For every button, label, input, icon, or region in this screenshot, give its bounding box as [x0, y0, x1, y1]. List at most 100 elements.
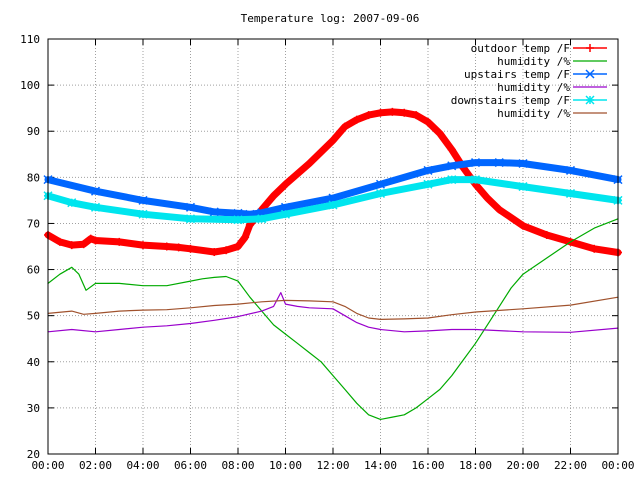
series-point-0: [388, 107, 397, 116]
series-point-2: [138, 195, 148, 205]
series-point-0: [542, 230, 551, 239]
series-point-0: [340, 122, 349, 131]
x-tick-label: 04:00: [126, 459, 159, 472]
series-point-0: [519, 221, 527, 230]
y-tick-label: 90: [27, 125, 40, 138]
series-point-4: [257, 214, 267, 224]
y-tick-label: 40: [27, 356, 40, 369]
series-point-2: [518, 158, 528, 169]
series-point-4: [565, 188, 576, 199]
series-point-2: [375, 179, 386, 189]
series-line-4: [44, 176, 622, 224]
series-point-4: [185, 214, 196, 224]
legend-label: downstairs temp /F: [451, 94, 570, 107]
series-point-0: [352, 115, 361, 124]
x-tick-label: 16:00: [411, 459, 444, 472]
x-tick-label: 00:00: [601, 459, 634, 472]
x-tick-label: 20:00: [506, 459, 539, 472]
x-tick-label: 08:00: [221, 459, 254, 472]
legend-marker: [585, 69, 595, 79]
series-line-5: [47, 296, 619, 320]
series-point-0: [269, 191, 278, 200]
series-line-1: [47, 218, 619, 420]
series-point-4: [67, 198, 77, 208]
series-point-0: [91, 236, 100, 245]
y-tick-label: 80: [27, 171, 40, 184]
series-point-0: [162, 242, 171, 251]
series-point-0: [590, 244, 599, 253]
series-point-4: [280, 209, 291, 219]
series-point-2: [280, 202, 291, 212]
series-point-2: [209, 207, 219, 217]
legend-label: humidity /%: [497, 55, 570, 68]
series-point-0: [376, 108, 385, 117]
series-point-0: [139, 241, 147, 250]
series-point-0: [67, 241, 76, 250]
series-point-0: [79, 240, 88, 249]
series-point-4: [90, 202, 101, 212]
series-point-0: [186, 244, 195, 253]
series-point-0: [364, 111, 373, 120]
series-point-0: [305, 159, 314, 168]
series-point-4: [470, 175, 481, 185]
series-point-0: [55, 237, 64, 246]
series-point-0: [495, 205, 504, 214]
plot-area-border: [47, 38, 619, 455]
series-point-2: [565, 165, 576, 175]
series-point-2: [328, 193, 338, 203]
series-point-0: [210, 248, 219, 257]
series-point-4: [518, 182, 528, 192]
series-group: [43, 107, 623, 420]
series-point-0: [86, 234, 95, 243]
series-line-0: [44, 108, 622, 256]
series-point-4: [447, 175, 457, 185]
series-point-0: [234, 242, 242, 251]
y-tick-label: 110: [20, 33, 40, 46]
series-point-0: [281, 180, 290, 189]
series-point-0: [329, 136, 337, 145]
x-tick-label: 14:00: [364, 459, 397, 472]
x-tick-label: 10:00: [269, 459, 302, 472]
series-point-4: [233, 215, 243, 225]
series-point-2: [185, 202, 196, 212]
legend-marker: [585, 95, 595, 105]
legend-label: humidity /%: [497, 81, 570, 94]
series-line-2: [44, 159, 622, 218]
series-point-2: [494, 158, 504, 168]
y-tick-label: 20: [27, 448, 40, 461]
x-tick-label: 02:00: [79, 459, 112, 472]
legend-label: humidity /%: [497, 107, 570, 120]
y-tick-label: 60: [27, 264, 40, 277]
x-tick-label: 12:00: [316, 459, 349, 472]
y-tick-label: 70: [27, 217, 40, 230]
axis-ticks: 20 30 40 50 60 70 80 90 100 110 00:00 02:00 04:00 06:…: [20, 33, 634, 472]
series-point-0: [222, 246, 231, 255]
y-tick-label: 50: [27, 310, 40, 323]
x-tick-label: 18:00: [459, 459, 492, 472]
series-point-0: [435, 129, 444, 138]
series-point-4: [328, 200, 338, 210]
y-tick-label: 30: [27, 402, 40, 415]
series-point-0: [174, 243, 183, 252]
series-point-0: [115, 237, 124, 246]
series-line-3: [47, 292, 619, 333]
series-point-4: [138, 209, 148, 219]
series-point-2: [447, 161, 457, 171]
series-point-0: [241, 233, 250, 242]
legend-label: outdoor temp /F: [471, 42, 570, 55]
series-point-0: [483, 194, 492, 203]
x-tick-label: 06:00: [174, 459, 207, 472]
series-point-4: [423, 179, 433, 189]
chart-title: Temperature log: 2007-09-06: [241, 12, 420, 25]
series-point-0: [424, 118, 432, 126]
series-point-0: [400, 108, 409, 117]
x-tick-label: 00:00: [31, 459, 64, 472]
series-point-2: [470, 158, 481, 168]
series-point-0: [447, 145, 456, 154]
series-point-0: [412, 111, 421, 120]
legend-label: upstairs temp /F: [464, 68, 570, 81]
y-tick-label: 100: [20, 79, 40, 92]
series-point-2: [90, 186, 101, 196]
